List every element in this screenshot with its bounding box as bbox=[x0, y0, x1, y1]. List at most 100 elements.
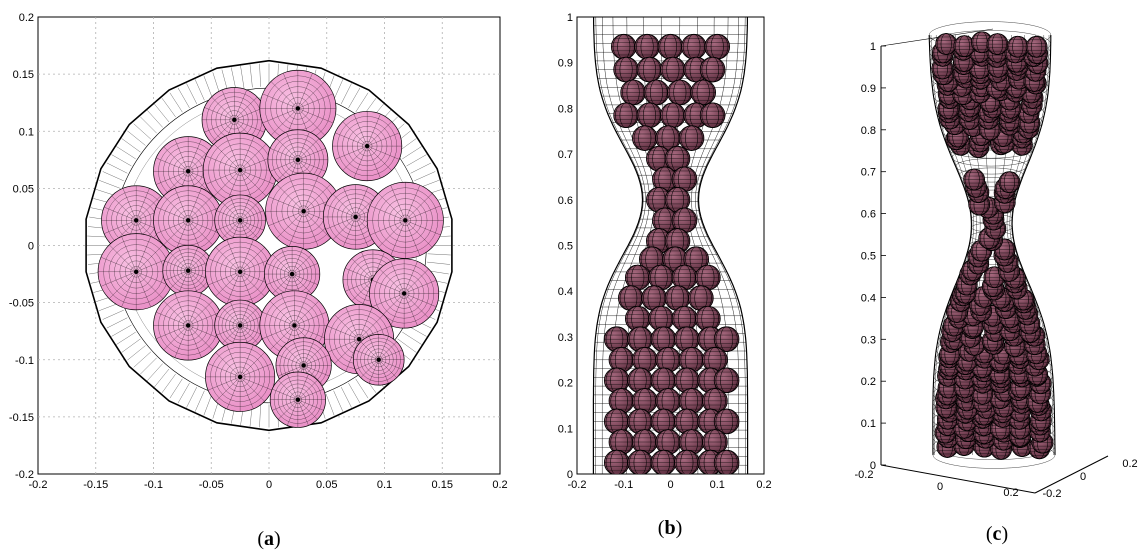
sphere-82 bbox=[627, 449, 653, 474]
sphere-86 bbox=[713, 449, 740, 474]
y-tick-label: -0.2 bbox=[15, 469, 34, 481]
svg-text:(b): (b) bbox=[658, 517, 682, 539]
sphere-81 bbox=[603, 449, 630, 474]
y-tick-label: -0.1 bbox=[15, 355, 34, 367]
container-outline bbox=[592, 17, 644, 474]
y-tick-label: 0.1 bbox=[19, 126, 34, 138]
container-mesh-line bbox=[154, 368, 170, 388]
container-mesh-line bbox=[99, 180, 121, 189]
z-tick-label: 0.6 bbox=[861, 209, 876, 221]
sphere-24 bbox=[205, 341, 276, 412]
container-mesh-line bbox=[249, 64, 253, 88]
sphere-22 bbox=[678, 125, 705, 151]
sphere-16 bbox=[636, 102, 663, 129]
y-tick-label: 0.2 bbox=[1122, 458, 1137, 470]
y-tick-label: 0.4 bbox=[558, 286, 573, 298]
container-mesh-line bbox=[194, 79, 205, 101]
container-outline bbox=[928, 34, 972, 456]
z-tick-label: 0.4 bbox=[861, 292, 876, 304]
y-tick-label: 0.3 bbox=[558, 332, 573, 344]
container-mesh-line bbox=[140, 116, 157, 134]
sphere-242 bbox=[1006, 35, 1029, 58]
caption-c: (c) bbox=[986, 523, 1008, 545]
sphere-4 bbox=[681, 33, 707, 60]
container-mesh-line bbox=[333, 390, 344, 412]
sphere-49 bbox=[627, 326, 653, 352]
container-mesh-line bbox=[203, 393, 213, 416]
container-mesh-line bbox=[231, 67, 237, 91]
container-mesh-line bbox=[147, 110, 163, 128]
caption-b-letter: b bbox=[664, 517, 675, 539]
sphere-35 bbox=[683, 246, 710, 272]
panel-c-spheres bbox=[931, 31, 1054, 460]
panel-b-tick-labels: -0.2 -0.1 0 0.1 0.2 0 0.1 0.2 0.3 0.4 0.5 0.6 0.7 0.8… bbox=[558, 12, 772, 491]
sphere-17 bbox=[660, 102, 686, 129]
container-mesh-line bbox=[402, 146, 422, 160]
x-tick-label: 0.1 bbox=[377, 479, 392, 491]
sphere-8 bbox=[153, 185, 224, 256]
sphere-7 bbox=[636, 56, 663, 83]
x-tick-label: 0.15 bbox=[432, 479, 453, 491]
sphere-75 bbox=[713, 408, 740, 435]
sphere-15 bbox=[205, 236, 276, 307]
y-tick-label: 0.15 bbox=[13, 69, 34, 81]
y-tick-label: 0.8 bbox=[558, 103, 573, 115]
container-mesh-line bbox=[427, 261, 451, 265]
sphere-11 bbox=[620, 79, 646, 106]
z-tick-label: 0.2 bbox=[861, 376, 876, 388]
container-mesh-line bbox=[133, 351, 152, 368]
container-mesh-line bbox=[259, 63, 261, 87]
x-tick-label: 0.1 bbox=[710, 479, 725, 491]
caption-a-letter: a bbox=[264, 528, 274, 550]
container-mesh-line bbox=[325, 393, 335, 416]
sphere-83 bbox=[650, 449, 677, 474]
container-mesh-line bbox=[177, 87, 190, 108]
container-mesh-line bbox=[127, 130, 146, 146]
sphere-58 bbox=[702, 346, 728, 373]
container-mesh-line bbox=[133, 123, 152, 140]
x-tick-label: -0.2 bbox=[568, 479, 587, 491]
sphere-1 bbox=[610, 33, 637, 60]
container-mesh-line bbox=[414, 171, 436, 182]
x-tick-label: 0 bbox=[667, 479, 673, 491]
container-mesh-line bbox=[341, 387, 352, 408]
sphere-84 bbox=[674, 449, 700, 474]
z-tick-label: 0.5 bbox=[861, 251, 876, 263]
svg-text:(a): (a) bbox=[257, 528, 280, 550]
sphere-3 bbox=[657, 33, 684, 60]
y-tick-label: -0.2 bbox=[1043, 488, 1062, 500]
y-tick-label: 0 bbox=[567, 469, 573, 481]
caption-a: (a) bbox=[257, 528, 280, 550]
sphere-19 bbox=[153, 290, 224, 361]
x-tick-label: 0.2 bbox=[756, 479, 771, 491]
sphere-16 bbox=[264, 245, 321, 303]
sphere-241 bbox=[986, 33, 1009, 56]
sphere-18 bbox=[369, 258, 440, 329]
container-mesh-line bbox=[106, 162, 128, 174]
container-mesh-line bbox=[355, 378, 369, 399]
sphere-3 bbox=[332, 111, 403, 182]
container-mesh-line bbox=[203, 75, 213, 98]
x-tick-label: -0.05 bbox=[199, 479, 224, 491]
container-mesh-line bbox=[186, 83, 197, 104]
y-tick-label: 0.1 bbox=[558, 423, 573, 435]
container-mesh-line bbox=[161, 373, 176, 393]
sphere-64 bbox=[713, 367, 740, 394]
container-mesh-line bbox=[194, 390, 205, 412]
container-mesh-line bbox=[140, 357, 157, 375]
panel-a: -0.2 -0.15 -0.1 -0.05 0 0.05 0.1 0.15 0.2 -0.2 -0.… bbox=[9, 12, 508, 491]
x-tick-label: 0.2 bbox=[492, 479, 507, 491]
y-axis bbox=[1034, 455, 1109, 494]
sphere-20 bbox=[631, 125, 658, 151]
container-mesh-line bbox=[402, 331, 422, 345]
sphere-2 bbox=[259, 69, 337, 147]
x-tick-label: 0.05 bbox=[316, 479, 337, 491]
container-mesh-line bbox=[427, 253, 451, 256]
caption-b: (b) bbox=[658, 517, 682, 539]
panel-c: 00.10.20.30.40.50.60.70.80.91-0.20 0.2 -0.… bbox=[855, 21, 1138, 500]
sphere-10 bbox=[699, 56, 726, 83]
x-tick-label: -0.2 bbox=[855, 469, 874, 481]
x-tick-label: 0 bbox=[937, 481, 943, 493]
sphere-19 bbox=[699, 102, 726, 129]
container-mesh-line bbox=[111, 154, 132, 167]
